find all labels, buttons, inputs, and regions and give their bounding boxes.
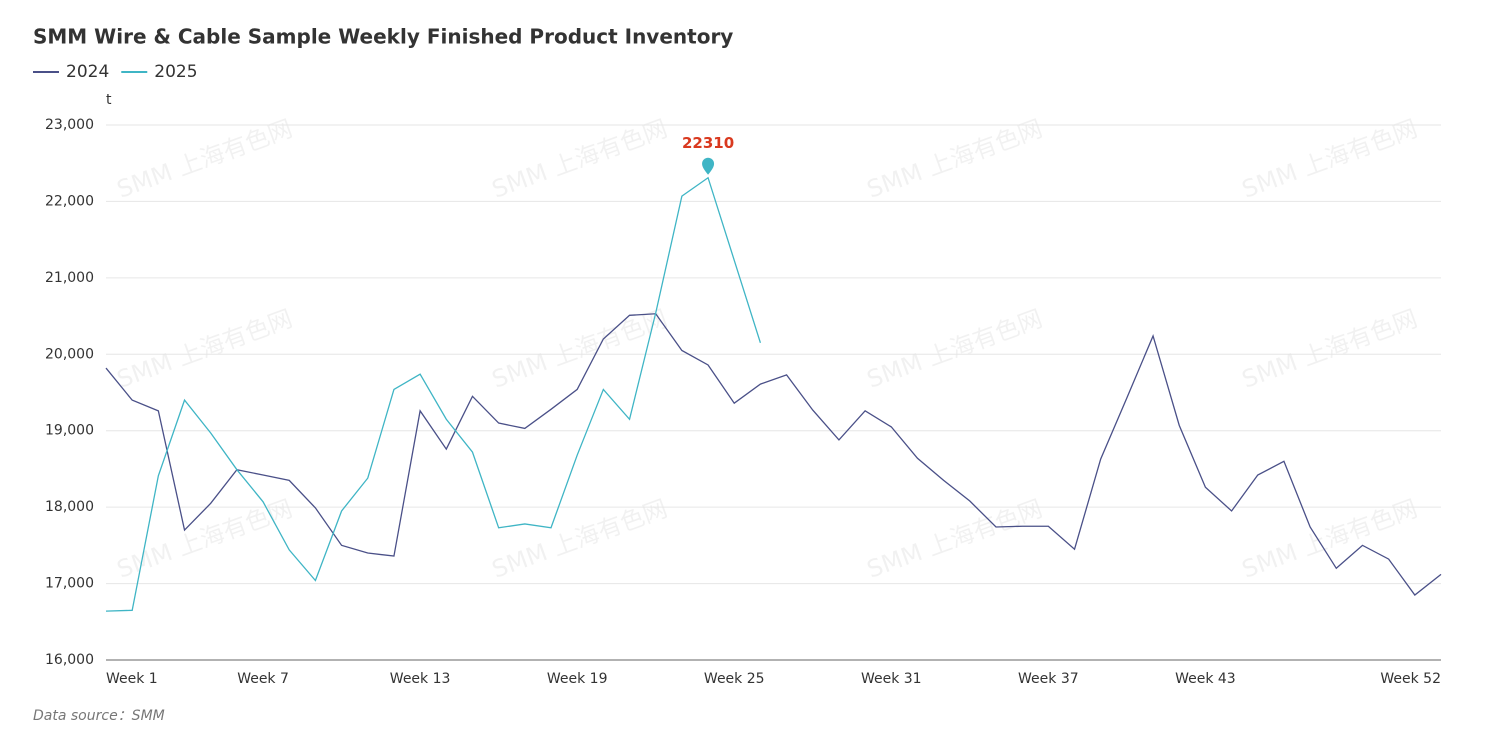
y-tick-label: 23,000 — [45, 117, 94, 133]
watermark: SMM 上海有色网 — [113, 114, 296, 203]
x-tick-label: Week 43 — [1175, 671, 1236, 687]
y-tick-label: 17,000 — [45, 576, 94, 592]
y-tick-label: 18,000 — [45, 499, 94, 515]
line-series — [105, 313, 1442, 596]
y-tick-label: 21,000 — [45, 270, 94, 286]
data-source: Data source：SMM — [33, 708, 165, 724]
watermark: SMM 上海有色网 — [863, 304, 1046, 393]
watermark: SMM 上海有色网 — [1238, 494, 1421, 583]
legend-label: 2025 — [154, 62, 197, 82]
x-tick-label: Week 37 — [1018, 671, 1079, 687]
watermark: SMM 上海有色网 — [488, 494, 671, 583]
y-tick-label: 19,000 — [45, 423, 94, 439]
x-tick-label: Week 52 — [1380, 671, 1441, 687]
x-tick-label: Week 13 — [390, 671, 451, 687]
x-tick-label: Week 31 — [861, 671, 922, 687]
watermark: SMM 上海有色网 — [113, 304, 296, 393]
x-tick-label: Week 19 — [547, 671, 608, 687]
x-tick-label: Week 1 — [106, 671, 158, 687]
watermark: SMM 上海有色网 — [113, 494, 296, 583]
annotation-pin — [702, 157, 715, 175]
watermark: SMM 上海有色网 — [1238, 304, 1421, 393]
watermark: SMM 上海有色网 — [488, 304, 671, 393]
y-axis-unit: t — [106, 92, 112, 108]
y-tick-label: 16,000 — [45, 652, 94, 668]
line-series — [105, 176, 762, 612]
x-tick-label: Week 7 — [237, 671, 289, 687]
legend-label: 2024 — [66, 62, 109, 82]
watermark: SMM 上海有色网 — [488, 114, 671, 203]
watermark: SMM 上海有色网 — [863, 494, 1046, 583]
data-label: 22310 — [682, 134, 734, 152]
chart-title: SMM Wire & Cable Sample Weekly Finished … — [33, 25, 733, 49]
y-tick-label: 20,000 — [45, 346, 94, 362]
watermark: SMM 上海有色网 — [863, 114, 1046, 203]
y-tick-label: 22,000 — [45, 193, 94, 209]
x-tick-label: Week 25 — [704, 671, 765, 687]
watermark: SMM 上海有色网 — [1238, 114, 1421, 203]
